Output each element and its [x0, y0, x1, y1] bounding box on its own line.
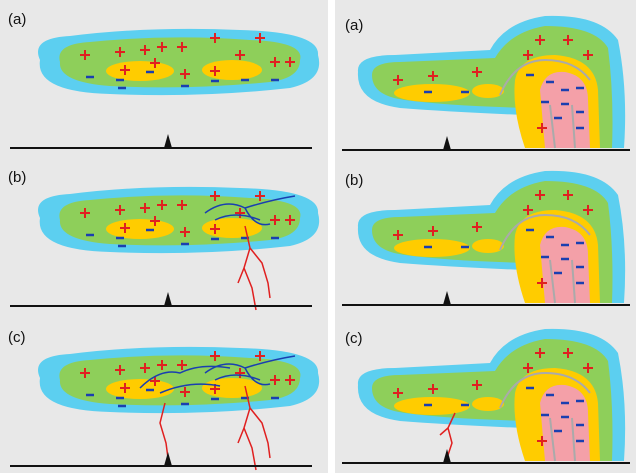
panel-label: (a) — [345, 17, 363, 34]
panel-label: (c) — [8, 329, 26, 346]
cloud-inner — [59, 37, 300, 87]
charge-region — [106, 219, 174, 239]
panel-label: (c) — [345, 330, 363, 347]
charge-region — [472, 397, 504, 411]
charge-region — [472, 84, 504, 98]
panel-label: (b) — [8, 169, 26, 186]
figure: (a) (b) (c) (a) (b) (c) — [0, 0, 636, 473]
charge-region — [472, 239, 504, 253]
panel-label: (a) — [8, 11, 26, 28]
charge-region — [106, 61, 174, 81]
charge-region — [106, 379, 174, 399]
panel-label: (b) — [345, 172, 363, 189]
